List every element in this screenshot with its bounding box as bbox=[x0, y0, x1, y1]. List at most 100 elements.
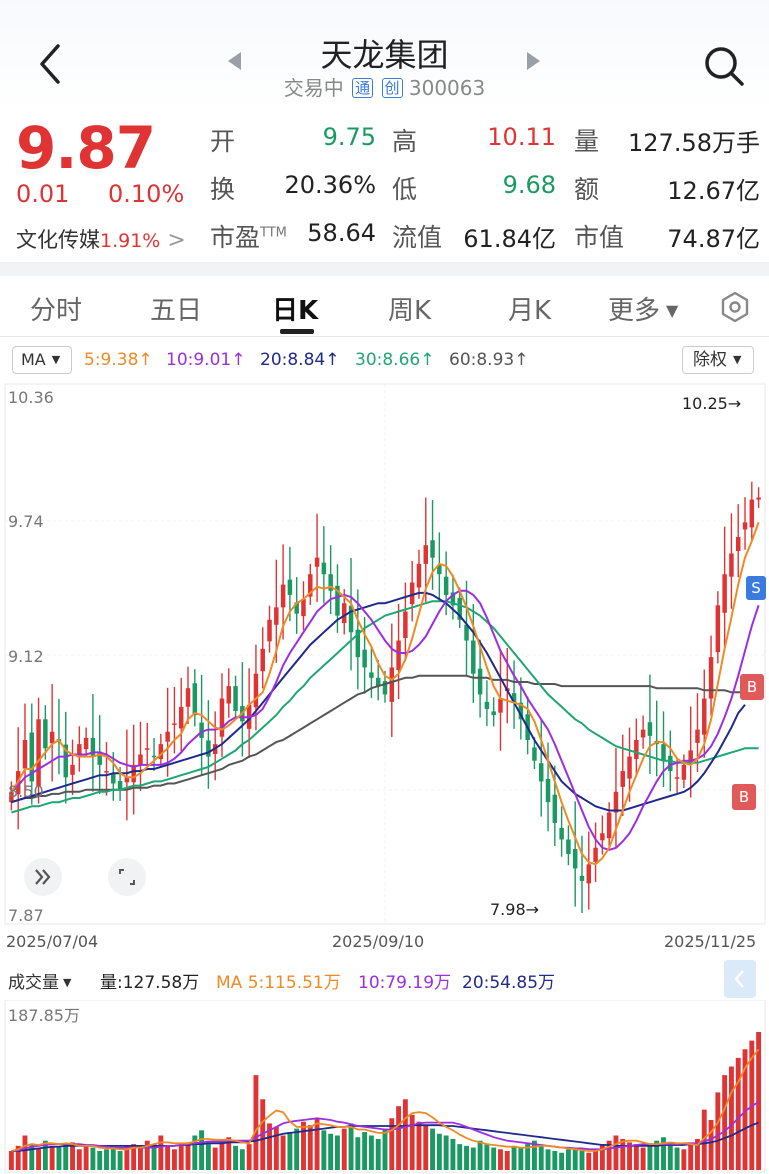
volume-bar bbox=[246, 1144, 252, 1170]
tabs-divider bbox=[0, 336, 769, 337]
ma5-line bbox=[10, 522, 760, 866]
candle bbox=[688, 706, 693, 798]
tab-intraday[interactable]: 分时 bbox=[30, 296, 83, 326]
candlestick-chart[interactable] bbox=[0, 380, 769, 926]
settings-hex-icon[interactable] bbox=[718, 290, 752, 324]
candle bbox=[253, 644, 259, 731]
tab-five-day[interactable]: 五日 bbox=[150, 296, 203, 326]
volume-legend: 量:127.58万 bbox=[100, 973, 200, 993]
tab-monthly-k[interactable]: 月K bbox=[508, 296, 552, 326]
volume-bar bbox=[314, 1118, 320, 1170]
label-pe: 市盈TTM bbox=[210, 223, 287, 252]
sector-link[interactable]: 文化传媒1.91% > bbox=[16, 224, 186, 254]
candle bbox=[294, 577, 299, 634]
volume-bar bbox=[301, 1121, 306, 1170]
buy-marker[interactable]: B bbox=[732, 784, 756, 810]
volume-bar bbox=[504, 1151, 510, 1170]
high-annotation: 10.25→ bbox=[682, 394, 742, 413]
candle bbox=[464, 580, 469, 676]
volume-bar bbox=[8, 1151, 14, 1170]
expand-chart-button[interactable] bbox=[24, 858, 62, 896]
volume-bar bbox=[36, 1148, 42, 1170]
volume-bar bbox=[321, 1130, 327, 1170]
price-change-pct: 0.10% bbox=[108, 180, 185, 208]
search-icon[interactable] bbox=[702, 44, 746, 88]
candle bbox=[321, 526, 327, 604]
candle bbox=[9, 781, 14, 811]
collapse-side-button[interactable] bbox=[724, 960, 756, 998]
candle bbox=[606, 802, 612, 847]
prev-stock-icon[interactable] bbox=[228, 52, 241, 70]
x-tick-label: 2025/07/04 bbox=[6, 932, 99, 951]
candle bbox=[654, 700, 659, 777]
caret-down-icon: ▼ bbox=[63, 976, 72, 989]
volume-bar bbox=[56, 1147, 62, 1170]
volume-bar bbox=[552, 1151, 558, 1170]
volume-bar bbox=[110, 1147, 116, 1170]
volume-bar bbox=[715, 1092, 721, 1170]
volume-bar bbox=[226, 1137, 232, 1170]
tab-weekly-k[interactable]: 周K bbox=[388, 296, 432, 326]
y-tick-label: 7.87 bbox=[8, 906, 44, 925]
volume-bar bbox=[728, 1066, 734, 1170]
candle bbox=[708, 635, 714, 716]
volume-bar bbox=[674, 1147, 680, 1170]
candle bbox=[287, 546, 293, 622]
candle bbox=[593, 822, 598, 883]
candle bbox=[661, 711, 666, 787]
ma5-legend: 5:9.38↑ bbox=[84, 350, 153, 370]
volume-bar bbox=[409, 1114, 415, 1170]
volume-max-label: 187.85万 bbox=[8, 1006, 80, 1025]
value-high: 10.11 bbox=[487, 123, 556, 151]
sell-marker[interactable]: S bbox=[746, 576, 766, 600]
volume-bar bbox=[165, 1145, 171, 1170]
candle bbox=[138, 721, 143, 792]
candle bbox=[369, 647, 374, 699]
fullscreen-button[interactable] bbox=[108, 858, 146, 896]
volume-bar bbox=[335, 1135, 340, 1170]
ma30-legend: 30:8.66↑ bbox=[355, 350, 435, 370]
candle bbox=[491, 697, 496, 727]
back-arrow-icon[interactable] bbox=[36, 42, 66, 86]
candle bbox=[131, 724, 136, 815]
volume-bar bbox=[158, 1135, 164, 1170]
adjust-select[interactable]: 除权 ▼ bbox=[682, 346, 754, 374]
volume-bar bbox=[355, 1137, 361, 1170]
candle bbox=[267, 605, 272, 653]
volume-bar bbox=[640, 1147, 646, 1170]
volume-bar bbox=[15, 1145, 21, 1170]
candle bbox=[715, 591, 721, 664]
volume-bar bbox=[647, 1145, 653, 1170]
volume-bar bbox=[90, 1147, 96, 1170]
volume-bar bbox=[477, 1140, 483, 1170]
candle bbox=[308, 563, 313, 605]
chevron-right-icon: > bbox=[160, 228, 186, 253]
volume-chart[interactable] bbox=[0, 1000, 769, 1174]
ma-select[interactable]: MA ▼ bbox=[12, 346, 72, 374]
volume-bar bbox=[131, 1144, 137, 1170]
next-stock-icon[interactable] bbox=[527, 52, 540, 70]
volume-bar bbox=[518, 1147, 524, 1170]
volume-bar bbox=[572, 1147, 578, 1170]
tag-tong: 通 bbox=[352, 78, 374, 98]
volume-bar bbox=[402, 1099, 408, 1170]
tab-more[interactable]: 更多 ▼ bbox=[608, 296, 679, 326]
volume-bar bbox=[83, 1145, 89, 1170]
candle bbox=[348, 558, 354, 671]
volume-bar bbox=[586, 1152, 592, 1170]
candle bbox=[77, 726, 82, 772]
candle bbox=[484, 680, 490, 727]
volume-bar bbox=[294, 1128, 300, 1170]
tab-daily-k[interactable]: 日K bbox=[272, 296, 319, 326]
buy-marker[interactable]: B bbox=[740, 674, 764, 700]
candle bbox=[178, 677, 184, 752]
candle bbox=[735, 504, 741, 578]
sector-name: 文化传媒 bbox=[16, 228, 100, 252]
active-tab-indicator bbox=[280, 329, 314, 334]
candle bbox=[158, 733, 164, 768]
volume-ma10-legend: 10:79.19万 bbox=[358, 973, 452, 993]
label-volume: 量 bbox=[574, 127, 600, 156]
volume-bar bbox=[144, 1140, 150, 1170]
candle bbox=[111, 752, 116, 801]
indicator-select[interactable]: 成交量 ▼ bbox=[8, 973, 72, 993]
